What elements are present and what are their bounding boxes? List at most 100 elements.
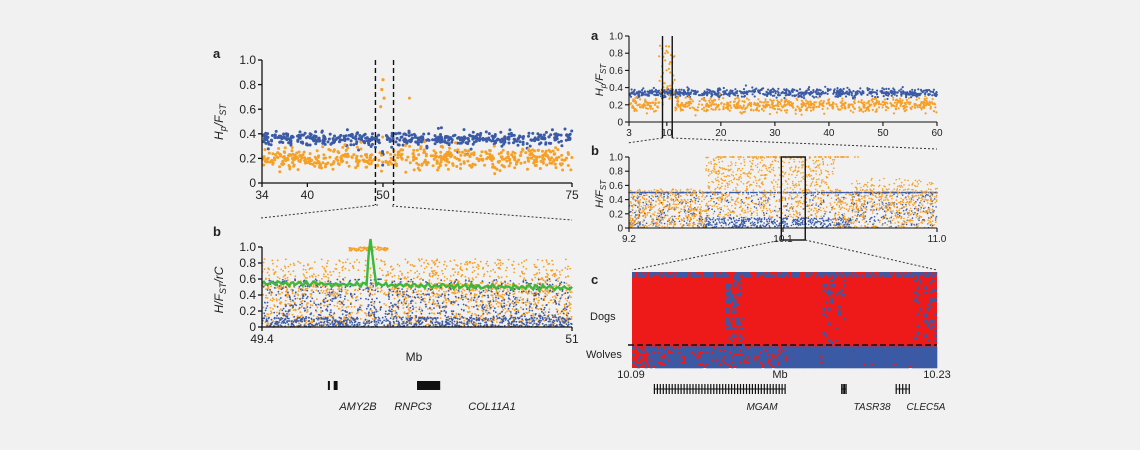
data-point — [327, 277, 330, 279]
data-point — [371, 293, 374, 296]
data-point — [309, 267, 312, 270]
data-point — [373, 321, 376, 323]
data-point — [491, 280, 494, 283]
data-point — [403, 293, 405, 296]
data-point — [565, 319, 568, 322]
data-point — [390, 145, 394, 149]
data-point — [391, 308, 393, 311]
data-point — [330, 274, 333, 276]
data-point — [472, 266, 474, 269]
data-point — [553, 136, 557, 140]
x-tick-label: 50 — [376, 188, 390, 202]
data-point — [549, 280, 551, 283]
y-tick-label: 0.4 — [239, 288, 256, 302]
data-point — [293, 315, 296, 318]
data-point — [293, 295, 296, 297]
data-point — [451, 323, 454, 325]
data-point — [406, 262, 409, 264]
data-point — [270, 318, 273, 321]
data-point — [277, 290, 280, 293]
data-point — [365, 314, 368, 317]
data-point — [353, 293, 356, 296]
data-point — [341, 302, 344, 305]
data-point — [429, 296, 432, 298]
data-point — [406, 321, 408, 323]
data-point — [312, 139, 316, 143]
data-point — [263, 159, 267, 163]
data-point — [376, 323, 378, 326]
data-point — [821, 90, 825, 93]
data-point — [433, 261, 436, 263]
data-point — [335, 263, 338, 266]
data-point — [565, 308, 568, 311]
data-point — [317, 303, 320, 306]
data-point — [457, 289, 460, 292]
data-point — [500, 320, 502, 322]
data-point — [411, 312, 414, 314]
data-point — [533, 303, 535, 306]
data-point — [329, 323, 332, 326]
data-point — [560, 153, 564, 157]
data-point — [379, 248, 382, 251]
data-point — [376, 287, 379, 289]
data-point — [333, 134, 336, 138]
data-point — [558, 300, 561, 303]
data-point — [466, 263, 469, 266]
data-point — [334, 294, 336, 297]
data-point — [305, 321, 308, 324]
data-point — [507, 300, 509, 303]
data-point — [338, 140, 341, 144]
data-point — [399, 281, 402, 283]
data-point — [508, 305, 511, 307]
data-point — [381, 321, 384, 323]
data-point — [495, 296, 497, 299]
data-point — [544, 319, 547, 321]
data-point — [555, 316, 558, 319]
data-point — [266, 313, 269, 315]
data-point — [314, 275, 317, 278]
data-point — [266, 297, 269, 299]
data-point — [379, 105, 383, 109]
data-point — [495, 299, 497, 301]
data-point — [524, 151, 528, 155]
data-point — [302, 150, 306, 154]
data-point — [458, 315, 461, 317]
data-point — [381, 316, 384, 319]
data-point — [459, 167, 462, 170]
data-point — [328, 295, 331, 297]
data-point — [392, 306, 394, 308]
data-point — [291, 313, 294, 316]
data-point — [322, 324, 325, 326]
data-point — [559, 139, 563, 143]
data-point — [502, 290, 504, 293]
data-point — [339, 294, 342, 296]
data-point — [370, 159, 374, 163]
data-point — [521, 318, 524, 321]
data-point — [417, 153, 421, 157]
data-point — [423, 267, 426, 270]
data-point — [283, 314, 286, 317]
data-point — [513, 267, 516, 270]
data-point — [431, 318, 434, 321]
data-point — [504, 319, 507, 321]
data-point — [490, 294, 493, 296]
data-point — [466, 321, 468, 324]
data-point — [546, 294, 548, 296]
data-point — [564, 258, 567, 261]
data-point — [330, 309, 332, 311]
data-point — [499, 321, 501, 324]
data-point — [488, 305, 491, 307]
data-point — [447, 142, 451, 146]
data-point — [556, 148, 560, 152]
data-point — [410, 133, 414, 137]
data-point — [457, 313, 460, 316]
data-point — [559, 312, 562, 315]
data-point — [370, 283, 373, 285]
data-point — [317, 290, 320, 292]
data-point — [323, 137, 327, 141]
data-point — [437, 312, 439, 315]
data-point — [533, 155, 537, 159]
data-point — [381, 135, 385, 139]
data-point — [515, 160, 519, 164]
data-point — [404, 170, 408, 174]
